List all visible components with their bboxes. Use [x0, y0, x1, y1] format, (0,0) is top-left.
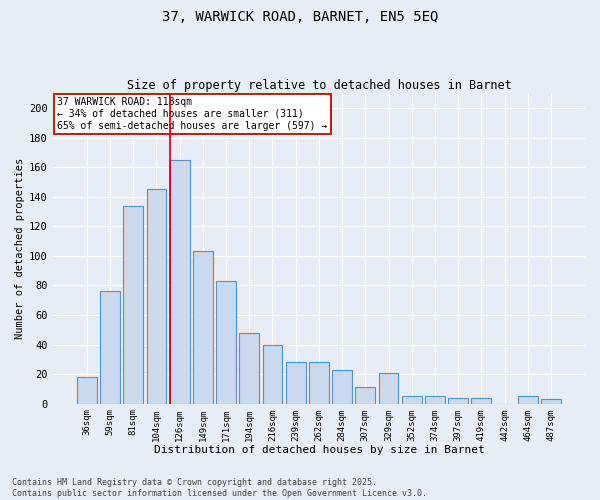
Bar [425, 396, 445, 404]
Bar [216, 281, 236, 404]
Y-axis label: Number of detached properties: Number of detached properties [15, 158, 25, 339]
Bar [239, 332, 259, 404]
Bar [448, 398, 468, 404]
Bar [146, 190, 166, 404]
Bar [541, 400, 561, 404]
Bar [77, 377, 97, 404]
Bar [472, 398, 491, 404]
Text: Contains HM Land Registry data © Crown copyright and database right 2025.
Contai: Contains HM Land Registry data © Crown c… [12, 478, 427, 498]
Bar [518, 396, 538, 404]
Bar [170, 160, 190, 404]
Text: 37 WARWICK ROAD: 118sqm
← 34% of detached houses are smaller (311)
65% of semi-d: 37 WARWICK ROAD: 118sqm ← 34% of detache… [57, 98, 327, 130]
Bar [263, 344, 283, 404]
Bar [286, 362, 305, 404]
Bar [402, 396, 422, 404]
Bar [100, 292, 120, 404]
Bar [124, 206, 143, 404]
Bar [309, 362, 329, 404]
X-axis label: Distribution of detached houses by size in Barnet: Distribution of detached houses by size … [154, 445, 484, 455]
Bar [379, 372, 398, 404]
Bar [355, 388, 375, 404]
Bar [332, 370, 352, 404]
Bar [193, 252, 213, 404]
Title: Size of property relative to detached houses in Barnet: Size of property relative to detached ho… [127, 79, 511, 92]
Text: 37, WARWICK ROAD, BARNET, EN5 5EQ: 37, WARWICK ROAD, BARNET, EN5 5EQ [162, 10, 438, 24]
